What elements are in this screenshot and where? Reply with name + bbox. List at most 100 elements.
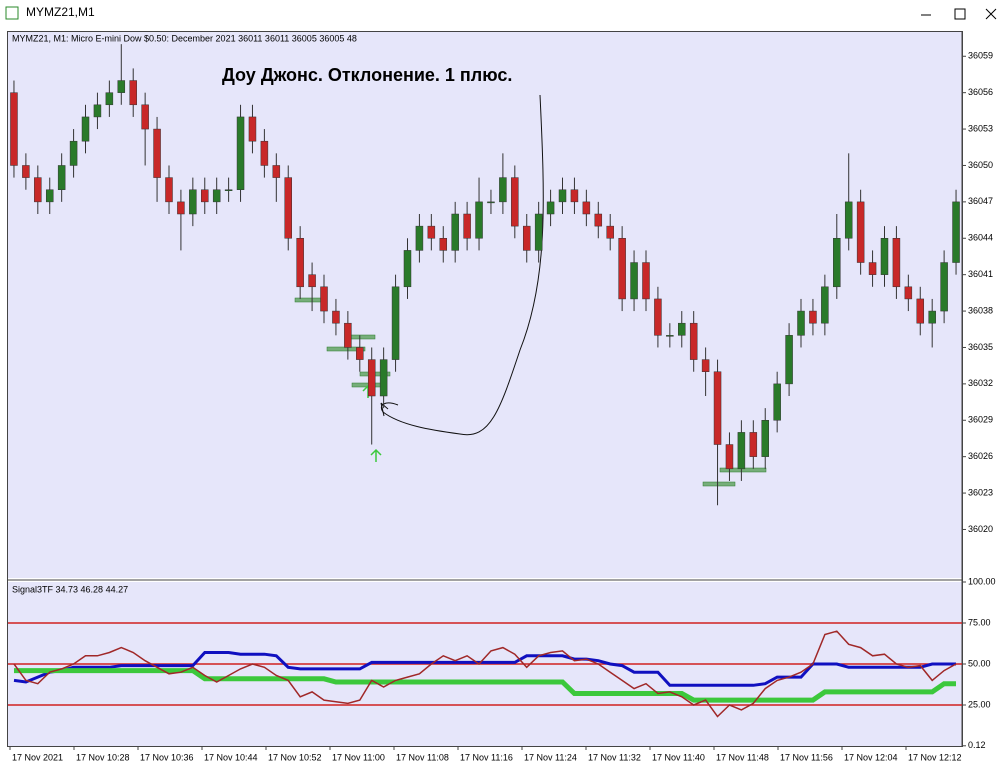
indicator-line bbox=[14, 668, 956, 703]
y-tick-label: 36029 bbox=[968, 415, 993, 425]
x-tick-label: 17 Nov 11:08 bbox=[396, 752, 449, 762]
candle-body bbox=[630, 262, 638, 300]
candle-body bbox=[117, 80, 126, 93]
candle-body bbox=[475, 201, 483, 239]
candle-body bbox=[570, 189, 579, 203]
candle-body bbox=[761, 420, 769, 457]
candle-body bbox=[105, 92, 114, 106]
candle-body bbox=[546, 201, 555, 215]
indicator-line bbox=[13, 630, 957, 718]
candle-body bbox=[34, 177, 42, 203]
x-tick-label: 17 Nov 12:04 bbox=[844, 752, 898, 762]
candle-body bbox=[713, 371, 722, 445]
y-tick-label: 36026 bbox=[968, 451, 993, 461]
window-title: MYMZ21,M1 bbox=[26, 5, 95, 19]
candle-body bbox=[522, 225, 531, 251]
candle-body bbox=[868, 262, 877, 275]
candle-body bbox=[296, 238, 304, 288]
y-tick-label: 36056 bbox=[968, 87, 993, 97]
indicator-title: Signal3TF 34.73 46.28 44.27 bbox=[12, 584, 128, 594]
candle-body bbox=[773, 383, 781, 421]
candle-body bbox=[415, 225, 424, 251]
candle-body bbox=[797, 310, 805, 336]
candle-body bbox=[737, 432, 746, 470]
candle-body bbox=[463, 213, 471, 239]
y-tick-label: 36044 bbox=[968, 233, 993, 243]
candle-body bbox=[487, 201, 495, 204]
hand-drawing bbox=[380, 94, 544, 436]
candle-body bbox=[272, 165, 281, 178]
y-tick-label: 36038 bbox=[968, 305, 993, 315]
app-icon bbox=[5, 6, 19, 20]
candle-body bbox=[308, 274, 316, 288]
x-tick-label: 17 Nov 11:48 bbox=[716, 752, 769, 762]
candle-body bbox=[594, 213, 603, 227]
y-tick-label: 36041 bbox=[968, 269, 993, 279]
candle-body bbox=[403, 250, 412, 288]
candle-body bbox=[177, 201, 185, 215]
candle-body bbox=[666, 335, 674, 337]
y-tick-label: 36050 bbox=[968, 160, 993, 170]
chart-header: MYMZ21, M1: Micro E-mini Dow $0.50: Dece… bbox=[12, 33, 357, 43]
candle-body bbox=[93, 104, 102, 118]
main-plot bbox=[8, 32, 962, 578]
title-bar bbox=[0, 0, 1006, 30]
candle-body bbox=[439, 238, 448, 251]
candle-body bbox=[248, 116, 257, 142]
close-button[interactable] bbox=[985, 8, 997, 20]
x-tick-label: 17 Nov 11:56 bbox=[780, 752, 833, 762]
y-tick-label: 36032 bbox=[968, 378, 993, 388]
x-tick-label: 17 Nov 11:32 bbox=[588, 752, 641, 762]
candle-body bbox=[749, 432, 758, 457]
candle-body bbox=[606, 225, 614, 239]
candle-body bbox=[785, 335, 793, 385]
candle-body bbox=[642, 262, 650, 300]
candle-body bbox=[427, 225, 436, 239]
candle-body bbox=[10, 92, 18, 166]
y-tick-label: 25.00 bbox=[968, 699, 991, 709]
candle-body bbox=[451, 213, 459, 251]
x-tick-label: 17 Nov 10:36 bbox=[140, 752, 194, 762]
maximize-button[interactable] bbox=[954, 8, 966, 20]
candle-body bbox=[821, 286, 829, 324]
y-tick-label: 36047 bbox=[968, 196, 993, 206]
candle-body bbox=[129, 80, 137, 106]
x-tick-label: 17 Nov 12:12 bbox=[908, 752, 962, 762]
annotation-title: Доу Джонс. Отклонение. 1 плюс. bbox=[222, 65, 512, 85]
y-tick-label: 36023 bbox=[968, 487, 993, 497]
candle-body bbox=[344, 322, 352, 348]
y-tick-label: 50.00 bbox=[968, 658, 991, 668]
candle-body bbox=[952, 201, 960, 263]
x-tick-label: 17 Nov 11:16 bbox=[460, 752, 513, 762]
y-tick-label: 36059 bbox=[968, 51, 993, 61]
candle-body bbox=[856, 201, 865, 263]
x-tick-label: 17 Nov 10:28 bbox=[76, 752, 130, 762]
candle-body bbox=[332, 310, 340, 324]
x-tick-label: 17 Nov 10:52 bbox=[268, 752, 322, 762]
candle-body bbox=[379, 359, 388, 397]
candle-body bbox=[511, 177, 519, 227]
y-tick-label: 100.00 bbox=[968, 576, 996, 586]
candle-body bbox=[236, 116, 245, 190]
candle-body bbox=[701, 359, 710, 372]
indicator-line bbox=[13, 651, 956, 687]
y-tick-label: 36020 bbox=[968, 524, 993, 534]
candle-body bbox=[367, 359, 376, 397]
candle-body bbox=[22, 165, 30, 178]
y-tick-label: 36053 bbox=[968, 123, 993, 133]
candle-body bbox=[678, 322, 686, 336]
candle-body bbox=[81, 116, 90, 142]
candle-body bbox=[201, 189, 209, 203]
candle-body bbox=[260, 140, 269, 166]
candle-body bbox=[499, 177, 507, 203]
candle-body bbox=[69, 140, 78, 166]
candle-body bbox=[904, 286, 913, 300]
candle-body bbox=[833, 238, 841, 288]
candle-body bbox=[689, 322, 698, 360]
y-tick-label: 36035 bbox=[968, 342, 993, 352]
y-tick-label: 0.12 bbox=[968, 740, 986, 750]
x-tick-label: 17 Nov 2021 bbox=[12, 752, 63, 762]
x-tick-label: 17 Nov 11:40 bbox=[652, 752, 705, 762]
